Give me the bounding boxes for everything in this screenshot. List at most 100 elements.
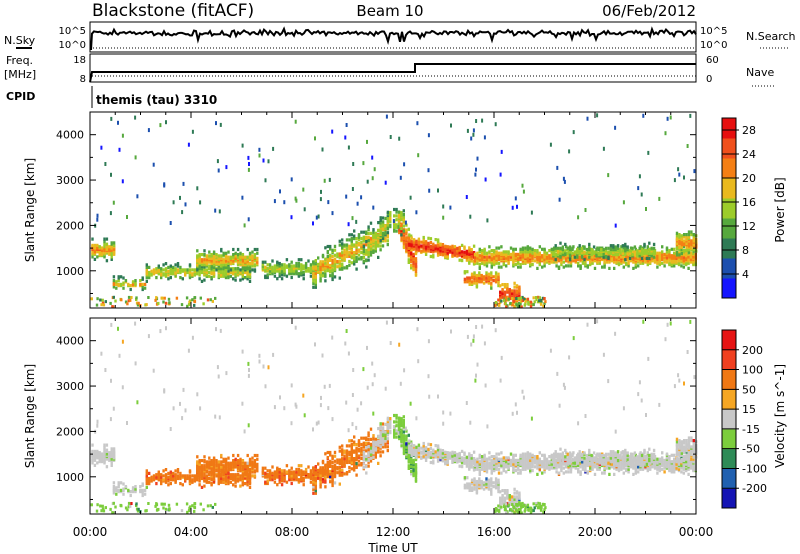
velocity-point	[319, 485, 322, 489]
velocity-point	[105, 443, 109, 447]
velocity-point	[497, 471, 501, 475]
power-point	[517, 252, 520, 256]
power-point	[581, 260, 585, 264]
power-point	[427, 168, 430, 173]
power-point	[239, 260, 242, 264]
velocity-point	[360, 456, 363, 461]
velocity-point	[372, 450, 375, 454]
power-point	[365, 259, 368, 263]
power-point	[234, 254, 237, 258]
velocity-point	[367, 431, 370, 435]
power-point	[661, 245, 664, 249]
velocity-point	[212, 469, 216, 473]
power-point	[668, 252, 671, 256]
velocity-point	[360, 449, 363, 453]
velocity-point	[246, 473, 249, 477]
velocity-point	[345, 444, 349, 448]
velocity-point	[345, 455, 349, 459]
power-point	[625, 246, 628, 250]
power-point	[405, 228, 408, 232]
velocity-point	[256, 462, 259, 466]
velocity-point	[280, 471, 284, 475]
power-point	[463, 280, 467, 284]
power-point	[689, 113, 692, 118]
power-point	[208, 264, 211, 268]
power-point	[162, 268, 165, 272]
velocity-point	[100, 452, 104, 456]
power-point	[239, 251, 242, 255]
power-point	[217, 267, 221, 271]
velocity-point	[224, 457, 228, 461]
power-point	[472, 251, 476, 255]
velocity-point	[348, 453, 351, 457]
power-point	[404, 220, 407, 225]
power-point	[186, 268, 189, 272]
power-point	[554, 249, 557, 253]
power-point	[110, 255, 113, 259]
velocity-point	[529, 455, 532, 459]
power-point	[105, 237, 109, 241]
power-point	[538, 261, 541, 265]
velocity-point	[478, 460, 481, 464]
velocity-point	[343, 460, 346, 465]
velocity-point	[105, 452, 109, 456]
power-point	[246, 255, 249, 259]
power-point	[348, 233, 351, 237]
power-point	[533, 252, 537, 256]
power-point	[193, 300, 197, 304]
power-point	[403, 162, 406, 167]
nsky-label: N.Sky	[4, 34, 36, 47]
velocity-point	[314, 489, 317, 493]
power-point	[314, 263, 317, 267]
power-point	[620, 245, 623, 249]
velocity-point	[357, 448, 361, 452]
velocity-point	[400, 417, 403, 421]
power-point	[114, 299, 117, 303]
power-point	[412, 261, 415, 265]
power-point	[199, 296, 202, 300]
power-point	[162, 263, 165, 267]
power-point	[193, 296, 196, 300]
power-point	[541, 247, 544, 251]
velocity-point	[174, 476, 177, 481]
velocity-point	[96, 449, 99, 453]
velocity-point	[222, 469, 225, 473]
power-point	[517, 260, 520, 264]
power-point	[515, 303, 518, 307]
velocity-point	[507, 456, 510, 460]
velocity-point	[353, 457, 356, 461]
power-point	[343, 251, 346, 255]
power-point	[596, 113, 599, 118]
power-point	[203, 260, 206, 264]
velocity-point	[505, 456, 508, 460]
velocity-point	[309, 469, 313, 473]
velocity-point	[357, 454, 361, 458]
power-point	[319, 276, 322, 280]
power-point	[176, 262, 180, 266]
power-point	[436, 238, 440, 242]
power-point	[348, 247, 351, 251]
velocity-point	[248, 485, 252, 489]
power-point	[336, 255, 339, 259]
power-point	[329, 244, 332, 249]
power-point	[362, 244, 366, 248]
power-point	[343, 248, 346, 252]
velocity-point	[268, 471, 272, 475]
velocity-point	[115, 492, 118, 496]
velocity-point	[314, 481, 317, 485]
power-point	[115, 280, 118, 284]
power-point	[307, 259, 310, 263]
power-point	[324, 269, 327, 273]
velocity-point	[314, 469, 317, 473]
velocity-point	[400, 443, 403, 447]
velocity-point	[324, 452, 327, 456]
power-point	[687, 257, 690, 262]
velocity-point	[220, 453, 223, 458]
velocity-point	[372, 440, 375, 444]
power-point	[614, 245, 617, 249]
velocity-point	[350, 467, 353, 471]
power-point	[526, 245, 529, 249]
velocity-point	[470, 462, 473, 467]
power-point	[374, 234, 378, 238]
velocity-point	[350, 460, 353, 464]
